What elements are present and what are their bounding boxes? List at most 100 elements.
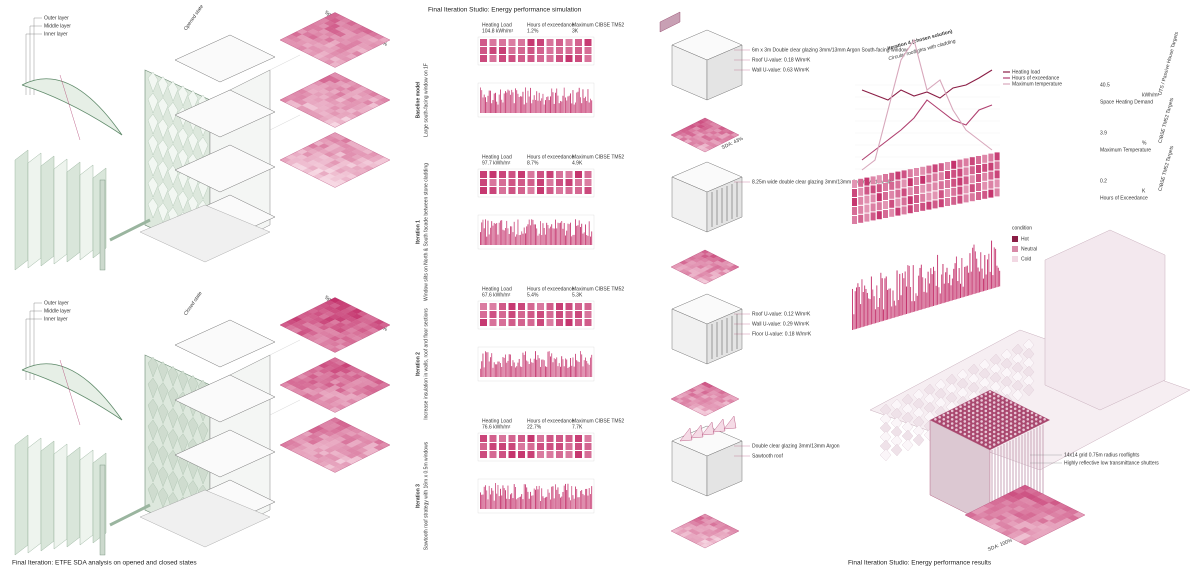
heat-cell bbox=[951, 160, 957, 169]
temp-stripe bbox=[856, 287, 858, 329]
leader-line bbox=[33, 17, 42, 95]
temp-stripe bbox=[545, 100, 546, 113]
floor-slab bbox=[174, 34, 276, 83]
etfe-cushion bbox=[147, 419, 159, 441]
hourly-heatmap bbox=[480, 435, 592, 458]
temp-stripe bbox=[521, 366, 523, 377]
cladding-tile bbox=[1022, 383, 1035, 397]
rooflight bbox=[950, 426, 954, 430]
temp-stripe bbox=[546, 366, 548, 377]
heat-cell bbox=[518, 171, 525, 178]
temp-stripe bbox=[497, 361, 499, 377]
rooflight bbox=[976, 397, 979, 400]
daylight-grid bbox=[670, 513, 740, 549]
temp-stripe bbox=[508, 90, 510, 113]
cladding-tile bbox=[989, 371, 1002, 385]
rooflight bbox=[992, 405, 996, 409]
temp-stripe bbox=[542, 496, 544, 509]
temp-stripe bbox=[516, 366, 518, 377]
cladding-tile bbox=[1000, 348, 1013, 362]
cladding-tile bbox=[1011, 379, 1024, 393]
temp-stripe bbox=[553, 498, 555, 509]
temp-stripe bbox=[857, 283, 859, 329]
heat-cell bbox=[914, 186, 919, 194]
note: 6m x 3m Double clear glazing 3mm/13mm Ar… bbox=[752, 47, 908, 53]
rooflight bbox=[1005, 420, 1009, 423]
rooflight bbox=[980, 399, 983, 402]
rooflight bbox=[967, 426, 971, 430]
temp-stripe bbox=[560, 222, 561, 245]
sawtooth bbox=[679, 427, 693, 442]
temp-stripe bbox=[496, 223, 498, 245]
rooflight bbox=[992, 422, 996, 425]
heat-cell bbox=[527, 451, 535, 458]
etfe-cushion bbox=[147, 440, 159, 462]
heat-cell bbox=[907, 205, 913, 214]
temp-stripe bbox=[572, 234, 574, 245]
rooflight bbox=[1018, 413, 1021, 417]
etfe-cushion bbox=[157, 76, 169, 98]
temp-stripe bbox=[488, 485, 490, 509]
temp-stripe bbox=[930, 268, 932, 307]
heat-cell bbox=[932, 173, 938, 182]
heat-cell bbox=[584, 39, 592, 46]
floor-slab bbox=[174, 89, 276, 138]
heat-cell bbox=[982, 190, 988, 199]
iteration-name: Baseline model bbox=[415, 81, 421, 118]
temp-stripe bbox=[498, 94, 500, 113]
heat-cell bbox=[969, 175, 975, 184]
temp-stripe bbox=[545, 366, 546, 377]
rooflight bbox=[997, 411, 1000, 415]
heat-cell bbox=[920, 202, 926, 211]
temp-stripe bbox=[531, 495, 533, 509]
temp-stripe bbox=[915, 293, 917, 312]
temp-stripe bbox=[508, 499, 510, 509]
etfe-cushion bbox=[147, 134, 159, 156]
etfe-cushion bbox=[147, 461, 159, 483]
heat-cell bbox=[938, 181, 944, 190]
temp-stripe bbox=[511, 89, 513, 113]
heat-cell bbox=[963, 167, 969, 176]
temp-stripe bbox=[562, 491, 564, 509]
temp-stripe bbox=[572, 90, 574, 113]
temp-stripe bbox=[991, 240, 993, 289]
temp-stripe bbox=[490, 357, 491, 377]
box-right bbox=[706, 44, 743, 101]
rooflight bbox=[1034, 422, 1038, 425]
heat-cell bbox=[546, 451, 554, 458]
heat-cell bbox=[489, 303, 497, 310]
etfe-cushion bbox=[147, 356, 159, 378]
temp-stripe bbox=[949, 274, 951, 302]
heat-cell bbox=[565, 179, 573, 186]
temp-stripe bbox=[568, 497, 570, 509]
temp-stripe bbox=[881, 278, 883, 322]
etfe-cushion bbox=[167, 386, 179, 408]
temp-stripe bbox=[561, 496, 563, 509]
etfe-cushion bbox=[187, 132, 199, 153]
temp-stripe bbox=[588, 102, 590, 113]
heat-cell bbox=[518, 319, 525, 326]
box-right bbox=[706, 440, 743, 497]
temp-stripe bbox=[555, 359, 556, 377]
temp-stripe bbox=[492, 100, 494, 113]
temp-stripe bbox=[532, 99, 534, 113]
temp-stripe bbox=[527, 90, 529, 113]
temp-stripe bbox=[853, 314, 855, 330]
temp-stripe bbox=[565, 483, 566, 509]
temp-stripe bbox=[566, 490, 568, 509]
temp-stripe bbox=[590, 236, 591, 245]
temp-stripe bbox=[906, 286, 907, 314]
temp-stripe bbox=[511, 226, 513, 245]
heat-cell bbox=[870, 185, 876, 194]
temp-stripe bbox=[911, 301, 913, 313]
temp-stripe bbox=[992, 275, 994, 289]
heat-cell bbox=[994, 161, 1000, 170]
temp-stripe bbox=[533, 488, 535, 509]
rooflight bbox=[971, 420, 975, 423]
rooflight bbox=[1001, 430, 1004, 434]
cladding-tile bbox=[1022, 374, 1035, 388]
right-caption: Final Iteration Studio: Energy performan… bbox=[848, 560, 992, 567]
etfe-cushion bbox=[157, 361, 169, 383]
heat-cell bbox=[889, 190, 895, 199]
temp-stripe bbox=[989, 271, 991, 290]
